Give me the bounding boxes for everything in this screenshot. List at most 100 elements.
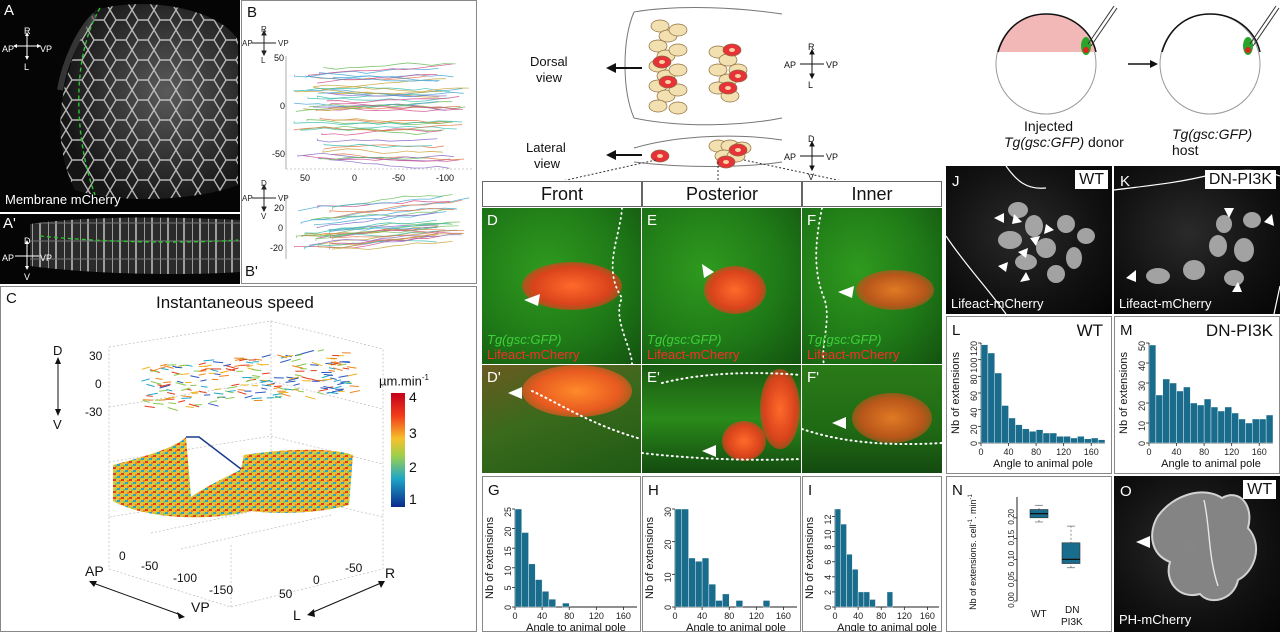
panel-m-tag: DN-PI3K: [1205, 321, 1273, 340]
panel-c-title: Instantaneous speed: [156, 293, 314, 312]
panel-m: M DN-PI3K 0 10 20 30 40 50 0 40 80 120 160 Angle to…: [1114, 316, 1280, 474]
x-tick-label: 120: [749, 611, 764, 621]
donor-label-2: Tg(gsc:GFP) donor: [1004, 134, 1124, 150]
b-xtick-0: 50: [300, 173, 311, 183]
panel-n: N 0.00 0.05 0.10 0.15 0.20 Nb of extensions.…: [946, 476, 1112, 632]
y-tick-label: 10: [823, 530, 833, 540]
y-tick-label: 100: [969, 358, 979, 373]
header-front: Front: [482, 181, 642, 207]
histogram-bar: [562, 602, 570, 608]
y-tick-label: 15: [503, 546, 513, 556]
bp-ytick-2: -20: [270, 243, 284, 253]
svg-text:VP: VP: [278, 39, 289, 48]
panel-label-m: M: [1120, 322, 1133, 339]
panel-label-d-prime: D': [487, 369, 501, 386]
y-axis-label: Nb of extensions: [950, 352, 962, 434]
panel-label-a-prime: A': [3, 215, 16, 232]
panel-e-image: E Tg(gsc:GFP) Lifeact-mCherry: [642, 208, 801, 364]
donor-label-1: Injected: [1024, 118, 1074, 134]
cell-o: [1136, 491, 1258, 602]
x-tick-label: 0: [978, 447, 983, 457]
schematic: AP VP R L AP VP D V Dorsal view Lateral …: [482, 0, 942, 180]
panel-label-o: O: [1120, 483, 1132, 500]
b-xtick-2: -50: [392, 173, 406, 183]
host-label-1: Tg(gsc:GFP): [1172, 126, 1253, 142]
y-tick-label: 12: [823, 515, 833, 525]
x-tick-label: 160: [920, 611, 935, 621]
histogram-bar: [688, 557, 696, 608]
y-tick-label: 0: [969, 441, 979, 446]
svg-text:V: V: [261, 212, 267, 221]
histogram-bar: [1162, 378, 1170, 444]
box: [1061, 525, 1081, 569]
c-ap-tick-1: -50: [141, 559, 159, 573]
panel-f-image: F Tg(gsc:GFP) Lifeact-mCherry: [802, 208, 942, 364]
panel-label-e-prime: E': [647, 369, 660, 386]
x-axis-label: Angle to animal pole: [837, 622, 937, 632]
d-gfp: Tg(gsc:GFP): [487, 332, 562, 347]
c-unit-exp: -1: [421, 373, 430, 382]
panel-a-image: A R L AP VP Membrane mCherry: [0, 0, 240, 212]
host-label-2: host: [1172, 142, 1199, 158]
svg-text:R: R: [261, 25, 267, 34]
svg-text:VP: VP: [826, 152, 838, 162]
histogram-bar: [994, 372, 1002, 444]
c-ap-tick-3: -150: [209, 583, 234, 597]
arrowhead-icon: [832, 417, 846, 429]
c-cbar-tick-0: 4: [409, 389, 417, 405]
histogram-bar: [1176, 390, 1184, 444]
y-tick-label: 0.05: [1007, 571, 1016, 587]
dorsal-label-2: view: [536, 70, 563, 85]
f-gfp: Tg(gsc:GFP): [807, 332, 882, 347]
histogram-bar: [1197, 404, 1205, 444]
x-tick-label: 120: [1056, 447, 1071, 457]
panel-label-f: F: [807, 212, 817, 229]
host-label: Tg(gsc:GFP) host: [1172, 126, 1280, 158]
histogram-bar: [1063, 436, 1071, 444]
histogram-bar: [701, 557, 710, 608]
x-axis-label: Angle to animal pole: [526, 622, 626, 632]
c-axis-r: R: [385, 565, 396, 581]
panel-o-image: O WT PH-mCherry: [1114, 476, 1280, 632]
b-ytick-0: 50: [274, 53, 285, 63]
panel-j-tag: WT: [1075, 170, 1108, 189]
speed-surface: [113, 437, 353, 518]
histogram-bar: [1217, 410, 1225, 444]
panel-label-l: L: [952, 322, 961, 339]
b-ytick-2: -50: [272, 149, 286, 159]
histogram-bar: [535, 579, 543, 608]
colorbar: [391, 393, 405, 507]
x-tick-label: 160: [1084, 447, 1099, 457]
c-cbar-tick-3: 1: [409, 491, 417, 507]
x-tick-label: 0: [832, 611, 837, 621]
panel-a-prime-image: A' D V AP VP: [0, 214, 240, 284]
c-ap-tick-0: 0: [119, 549, 126, 563]
panel-o-caption: PH-mCherry: [1119, 612, 1192, 627]
axis-l: L: [24, 62, 30, 72]
y-tick-label: 60: [969, 391, 979, 401]
n-x2-l2: PI3K: [1061, 617, 1083, 628]
y-tick-label: 120: [969, 341, 979, 356]
panel-g: G 0 5 10 15 20 25 0 40 80 120 160 Angle to animal p…: [482, 476, 641, 632]
svg-text:L: L: [808, 80, 813, 90]
panel-label-g: G: [488, 482, 500, 499]
histogram-bar: [1042, 432, 1051, 444]
y-tick-label: 20: [503, 527, 513, 537]
arrow-e: [702, 264, 714, 278]
y-tick-label: 40: [1137, 361, 1147, 371]
x-tick-label: 80: [876, 611, 886, 621]
histogram-bar: [695, 561, 703, 608]
histogram-bar: [857, 591, 865, 608]
axis-r: R: [24, 26, 31, 36]
y-tick-label: 20: [663, 540, 673, 550]
panel-l-tag: WT: [1076, 321, 1103, 340]
y-axis-label: Nb of extensions: [644, 517, 656, 599]
panel-label-b: B: [247, 4, 258, 21]
svg-text:AP: AP: [242, 39, 253, 48]
x-axis-label: Angle to animal pole: [1161, 458, 1261, 470]
svg-text:L: L: [261, 56, 266, 65]
lateral-cells-illustration: [30, 217, 240, 274]
panel-label-k: K: [1120, 173, 1131, 190]
boundary-e-prime: [642, 372, 801, 461]
